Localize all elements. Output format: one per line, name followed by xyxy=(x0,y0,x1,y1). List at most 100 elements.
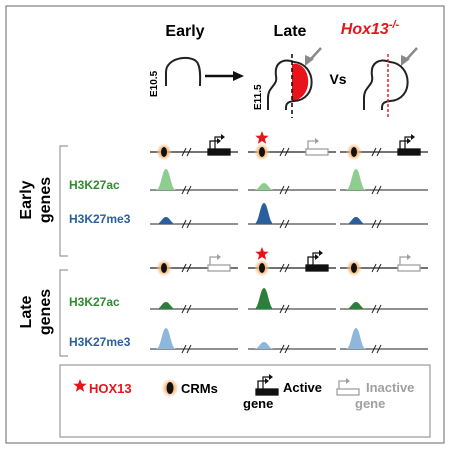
axis-break xyxy=(284,219,290,229)
tss-arrowhead-icon xyxy=(315,138,319,144)
header-early: Early xyxy=(165,23,204,40)
signal-peak xyxy=(346,169,366,190)
axis-break xyxy=(181,263,187,273)
gene-rows xyxy=(150,131,428,277)
late-genes-label-2: genes xyxy=(37,289,54,335)
late-genes-label-1: Late xyxy=(18,295,35,328)
hox13-star-icon xyxy=(255,247,269,260)
peak-track xyxy=(340,328,428,354)
peak-track xyxy=(150,217,238,229)
axis-break xyxy=(376,219,382,229)
active-gene-box xyxy=(305,264,329,272)
tss-arrow-icon xyxy=(338,380,347,389)
axis-break xyxy=(186,263,192,273)
axis-break xyxy=(279,263,285,273)
axis-break xyxy=(376,344,382,354)
peak-track xyxy=(248,342,336,354)
inactive-gene-box xyxy=(336,388,360,396)
crm-icon xyxy=(259,147,265,157)
signal-peak xyxy=(346,217,366,224)
signal-peak xyxy=(346,302,366,309)
late-distal-domain xyxy=(292,63,309,101)
signal-peak xyxy=(254,203,274,224)
signal-peak xyxy=(156,328,176,349)
tss-arrow-icon xyxy=(257,380,266,389)
header-hox13-mutant: Hox13-/- xyxy=(341,19,400,38)
peak-track xyxy=(248,288,336,314)
late-limb-bud xyxy=(267,59,313,111)
peak-track xyxy=(150,169,238,195)
tss-arrow-icon xyxy=(307,256,316,265)
axis-break xyxy=(371,304,377,314)
late-pointer-arrow xyxy=(309,47,322,61)
tss-arrow-icon xyxy=(262,376,270,389)
vs-label: Vs xyxy=(329,71,346,87)
legend-active-line2: gene xyxy=(243,396,273,411)
axis-break xyxy=(181,185,187,195)
signal-peak xyxy=(156,217,176,224)
tss-arrow-icon xyxy=(209,140,218,149)
axis-break xyxy=(284,263,290,273)
tss-arrowhead-icon xyxy=(346,378,350,384)
gene-locus xyxy=(150,134,238,161)
crm-icon xyxy=(161,263,167,273)
axis-break xyxy=(376,147,382,157)
axis-break xyxy=(371,185,377,195)
signal-peak xyxy=(254,342,274,349)
legend-crms-label: CRMs xyxy=(181,381,218,396)
axis-break xyxy=(371,344,377,354)
hox13-star-icon xyxy=(255,131,269,144)
mutant-limb-bud xyxy=(363,59,409,111)
legend-crm-icon xyxy=(166,382,174,394)
tss-arrowhead-icon xyxy=(217,138,221,144)
active-gene-box xyxy=(255,388,279,396)
tss-arrowhead-icon xyxy=(269,374,273,380)
axis-break xyxy=(284,147,290,157)
peak-track xyxy=(150,302,238,314)
crm-icon xyxy=(259,263,265,273)
axis-break xyxy=(186,147,192,157)
tss-arrow-icon xyxy=(399,256,408,265)
peak-track xyxy=(340,302,428,314)
stage-e115: E11.5 xyxy=(253,84,264,110)
legend-inactive-line2: gene xyxy=(355,396,385,411)
axis-break xyxy=(186,185,192,195)
tss-arrow-icon xyxy=(399,140,408,149)
late-ac-label: H3K27ac xyxy=(69,295,120,309)
early-me3-label: H3K27me3 xyxy=(69,212,131,226)
axis-break xyxy=(376,304,382,314)
inactive-gene-box xyxy=(207,264,231,272)
mutant-pointer-arrowhead xyxy=(401,55,410,66)
outer-frame xyxy=(5,5,445,444)
signal-peak xyxy=(346,328,366,349)
legend-inactive-line1: Inactive xyxy=(366,380,414,395)
peak-track xyxy=(340,169,428,195)
axis-break xyxy=(181,147,187,157)
tss-arrowhead-icon xyxy=(407,138,411,144)
signal-peak xyxy=(254,183,274,190)
tss-arrowhead-icon xyxy=(411,134,415,140)
legend-inactive-gene-icon xyxy=(336,378,360,396)
early-limb-bud xyxy=(165,56,202,87)
stage-e105: E10.5 xyxy=(149,70,160,97)
axis-break xyxy=(186,304,192,314)
active-gene-box xyxy=(397,148,421,156)
tss-arrowhead-icon xyxy=(217,254,221,260)
axis-break xyxy=(186,344,192,354)
gene-locus xyxy=(340,254,428,277)
axis-break xyxy=(376,185,382,195)
axis-break xyxy=(376,263,382,273)
header-late: Late xyxy=(274,23,307,40)
early-genes-bracket xyxy=(59,145,68,257)
tss-arrowhead-icon xyxy=(265,378,269,384)
axis-break xyxy=(279,147,285,157)
tss-arrowhead-icon xyxy=(221,134,225,140)
peak-track xyxy=(340,217,428,229)
late-pointer-arrowhead xyxy=(305,55,314,66)
axis-break xyxy=(279,344,285,354)
early-genes-label-1: Early xyxy=(18,180,35,219)
tss-arrowhead-icon xyxy=(319,250,323,256)
axis-break xyxy=(284,344,290,354)
tss-arrow-icon xyxy=(404,136,412,149)
